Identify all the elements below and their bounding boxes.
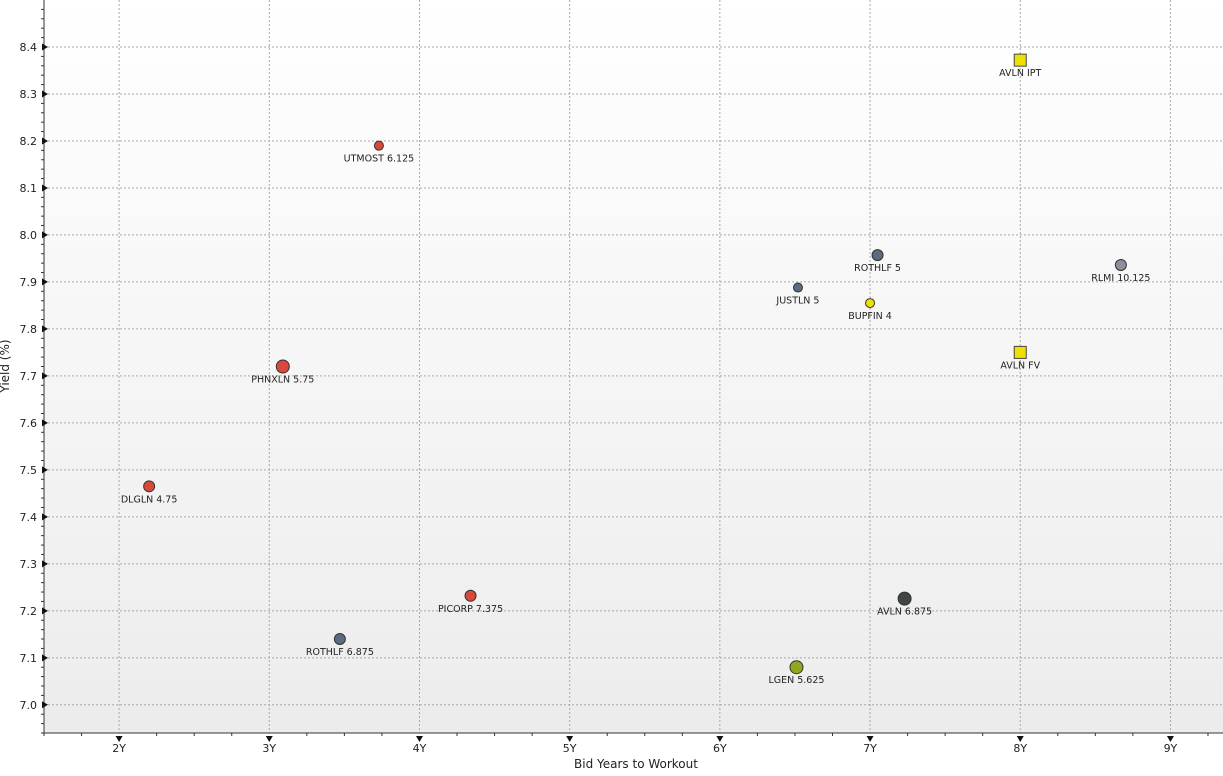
x-tick-mark	[866, 736, 874, 742]
axis-ticks: 2Y 3Y 4Y 5Y 6Y 7Y 8Y 9Y 7.0 7.1 7.2 7.3 7.4 7.5 7.6 7.7…	[20, 8, 1209, 755]
y-tick-label: 7.7	[20, 370, 38, 383]
y-tick-mark	[42, 419, 48, 427]
y-axis-title: Yield (%)	[0, 339, 12, 393]
x-tick-mark	[716, 736, 724, 742]
y-tick-label: 7.2	[20, 605, 38, 618]
x-axis-title: Bid Years to Workout	[574, 757, 698, 771]
point-label: AVLN FV	[1000, 360, 1040, 371]
point-marker	[1114, 259, 1127, 272]
x-tick-label: 5Y	[563, 742, 577, 755]
y-tick-label: 7.9	[20, 276, 38, 289]
point-label: ROTHLF 6.875	[306, 647, 374, 658]
x-tick-mark	[265, 736, 273, 742]
y-tick-mark	[42, 90, 48, 98]
point-label: AVLN 6.875	[877, 607, 932, 618]
y-tick-label: 7.0	[20, 699, 38, 712]
point-marker	[789, 660, 804, 675]
point-marker	[1013, 345, 1027, 359]
point-label: ROTHLF 5	[854, 263, 901, 274]
point-marker	[143, 480, 156, 493]
point-marker	[865, 298, 876, 309]
grid-lines	[44, 0, 1223, 733]
x-tick-mark	[566, 736, 574, 742]
point-label: PHNXLN 5.75	[251, 375, 314, 386]
y-tick-label: 7.4	[20, 511, 38, 524]
point-marker	[275, 359, 290, 374]
x-tick-label: 7Y	[863, 742, 877, 755]
x-tick-mark	[1166, 736, 1174, 742]
point-label: UTMOST 6.125	[344, 154, 414, 165]
y-tick-label: 8.0	[20, 229, 38, 242]
y-tick-label: 7.6	[20, 417, 38, 430]
point-label: AVLN IPT	[999, 68, 1041, 79]
y-tick-label: 7.8	[20, 323, 38, 336]
point-marker	[871, 249, 884, 262]
y-tick-mark	[42, 43, 48, 51]
plot-area	[44, 0, 1223, 733]
point-label: DLGLN 4.75	[121, 494, 178, 505]
data-points: UTMOST 6.125 PHNXLN 5.75 DLGLN 4.75 PICORP …	[121, 53, 1150, 686]
y-tick-label: 8.2	[20, 135, 38, 148]
x-tick-label: 9Y	[1164, 742, 1178, 755]
y-tick-label: 7.3	[20, 558, 38, 571]
x-tick-mark	[115, 736, 123, 742]
y-tick-mark	[42, 372, 48, 380]
y-tick-label: 8.4	[20, 41, 38, 54]
x-tick-label: 2Y	[112, 742, 126, 755]
point-label: RLMI 10.125	[1091, 273, 1150, 284]
point-marker	[792, 282, 803, 293]
y-tick-label: 8.3	[20, 88, 38, 101]
x-tick-label: 4Y	[413, 742, 427, 755]
point-label: BUPFIN 4	[848, 311, 892, 322]
point-marker	[897, 591, 912, 606]
point-marker	[464, 589, 477, 602]
x-tick-label: 8Y	[1013, 742, 1027, 755]
point-label: PICORP 7.375	[438, 604, 503, 615]
x-tick-mark	[415, 736, 423, 742]
y-tick-mark	[42, 278, 48, 286]
point-marker	[1013, 53, 1027, 67]
y-tick-label: 8.1	[20, 182, 38, 195]
point-label: LGEN 5.625	[768, 675, 824, 686]
point-marker	[333, 633, 346, 646]
y-tick-mark	[42, 560, 48, 568]
y-tick-label: 7.5	[20, 464, 38, 477]
y-tick-mark	[42, 137, 48, 145]
y-tick-mark	[42, 654, 48, 662]
y-tick-mark	[42, 607, 48, 615]
point-label: JUSTLN 5	[775, 296, 819, 307]
x-tick-label: 6Y	[713, 742, 727, 755]
y-tick-mark	[42, 184, 48, 192]
x-tick-mark	[1016, 736, 1024, 742]
y-tick-mark	[42, 466, 48, 474]
x-tick-label: 3Y	[262, 742, 276, 755]
y-tick-mark	[42, 701, 48, 709]
y-tick-mark	[42, 231, 48, 239]
y-tick-mark	[42, 513, 48, 521]
y-tick-label: 7.1	[20, 652, 38, 665]
y-tick-mark	[42, 325, 48, 333]
point-marker	[373, 140, 384, 151]
